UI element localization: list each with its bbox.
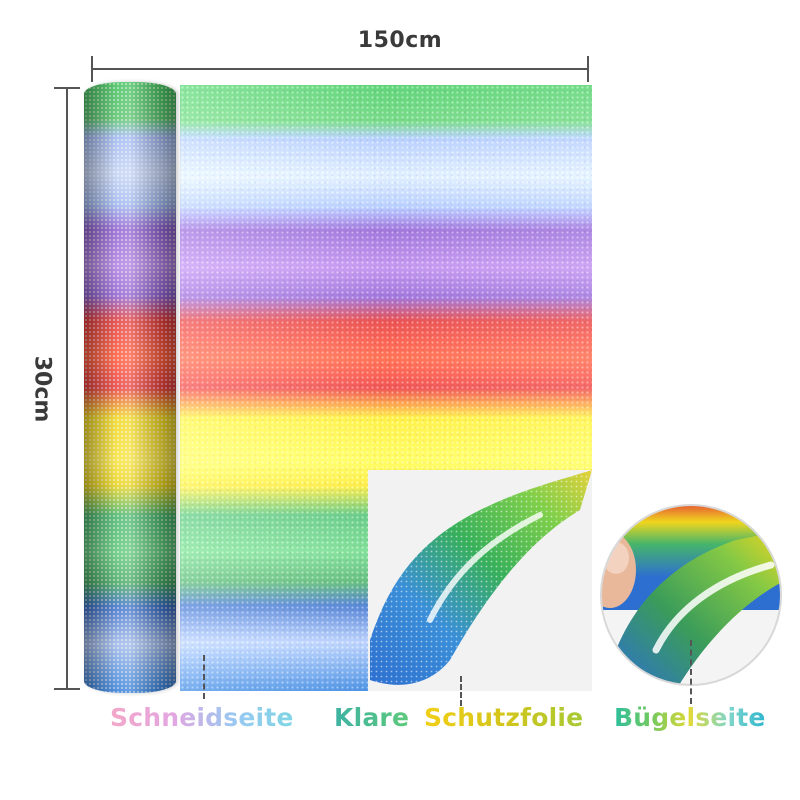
height-label: 30cm [29, 355, 55, 423]
label-clear-suffix: Schutzfolie [424, 703, 584, 732]
width-dimension-tick-right [587, 56, 589, 82]
magnified-peel-circle [600, 504, 782, 686]
leader-clear-film [460, 676, 462, 706]
height-dimension-tick-top [54, 87, 80, 89]
label-ironing-side: Bügelseite [614, 703, 766, 732]
width-label: 150cm [357, 28, 443, 53]
peeled-corner [370, 470, 592, 685]
roll-glitter-texture [84, 82, 176, 693]
roll-shading [84, 82, 176, 693]
width-dimension-tick-left [91, 56, 93, 82]
leader-cutting-side [203, 655, 205, 699]
vinyl-roll [84, 82, 176, 693]
peeled-flap-sparkle [370, 470, 592, 685]
circle-peel-highlight [652, 561, 775, 654]
width-dimension-line [92, 68, 588, 70]
label-cutting-side: Schneidseite [110, 703, 294, 732]
leader-ironing-side [690, 640, 692, 704]
unrolled-vinyl-sheet [180, 85, 592, 691]
height-dimension-tick-bottom [54, 688, 80, 690]
height-dimension-line [66, 88, 68, 689]
label-clear-prefix: Klare [334, 703, 410, 732]
peeled-flap-highlight [427, 512, 543, 623]
